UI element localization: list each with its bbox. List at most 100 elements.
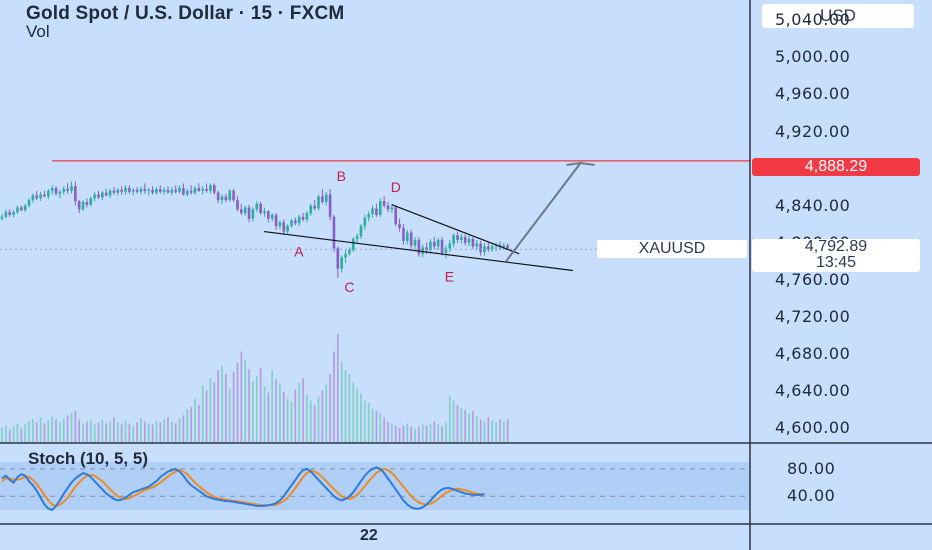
volume-bar (182, 415, 185, 442)
volume-bar (506, 419, 509, 442)
volume-bar (194, 398, 196, 442)
candle-body (456, 235, 459, 240)
volume-bar (244, 359, 246, 442)
price-axis-tick: 4,680.00 (775, 343, 851, 363)
volume-bar (12, 426, 15, 442)
volume-bar (441, 426, 443, 442)
price-axis-tick: 4,840.00 (775, 195, 851, 215)
volume-bar (294, 389, 297, 442)
volume-bar (252, 381, 254, 442)
candle-body (116, 189, 120, 193)
volume-bar (383, 417, 385, 442)
volume-bar (356, 388, 358, 442)
volume-bar (86, 421, 88, 442)
candle-body (162, 189, 166, 192)
volume-bar (329, 374, 331, 442)
candle-body (31, 195, 35, 201)
volume-bar (128, 423, 131, 442)
volume-bar (117, 422, 119, 442)
candle-body (108, 190, 112, 196)
volume-bar (364, 400, 366, 442)
volume-bar (479, 419, 482, 442)
candle-body (290, 220, 293, 227)
wave-label: A (294, 244, 304, 260)
chart-title: Gold Spot / U.S. Dollar · 15 · FXCM (26, 3, 345, 24)
candle-body (436, 239, 440, 247)
trendlines[interactable] (263, 162, 595, 272)
volume-bar (89, 420, 92, 442)
candle-body (0, 216, 4, 219)
candle-body (487, 246, 490, 250)
volume-bar (190, 407, 192, 442)
trendline[interactable] (391, 204, 520, 255)
candle-body (297, 216, 301, 224)
volume-bar (468, 413, 470, 442)
volume-bar (267, 392, 270, 442)
candle-body (494, 245, 498, 247)
volume-bar (113, 417, 115, 442)
volume-bar (248, 368, 250, 442)
candle-body (460, 237, 463, 240)
volume-bar (70, 413, 73, 442)
volume-bar (425, 425, 428, 442)
volume-bar (163, 419, 165, 442)
volume-bar (429, 423, 432, 442)
volume-bar (282, 391, 285, 442)
volume-label: Vol (26, 22, 50, 41)
candle-body (70, 186, 73, 191)
trendline[interactable] (263, 230, 573, 272)
candle-body (197, 188, 201, 191)
candle-body (267, 211, 270, 219)
volume-bar (140, 418, 142, 442)
candle-body (228, 190, 232, 201)
volume-bar (310, 400, 312, 442)
candle-body (286, 226, 289, 232)
volume-bar (93, 424, 96, 442)
stoch-k-line (1, 466, 485, 512)
wave-label: C (344, 279, 354, 295)
candle-body (104, 192, 108, 196)
candle-body (50, 188, 54, 191)
volume-bar (47, 420, 50, 442)
candle-body (409, 232, 413, 246)
volume-bar (340, 361, 343, 442)
volume-bar (472, 411, 474, 442)
volume-bar (421, 424, 424, 442)
volume-bar (186, 409, 189, 442)
candle-body (463, 237, 467, 243)
volume-bar (456, 404, 459, 442)
candle-body (124, 188, 127, 192)
price-axis-tick: 5,000.00 (775, 47, 851, 67)
candle-body (39, 194, 42, 199)
volume-bar (360, 393, 362, 442)
volume-bar (255, 376, 258, 442)
volume-bar (367, 402, 370, 442)
candle-body (328, 194, 332, 217)
candle-body (128, 188, 131, 192)
volume-bar (503, 421, 505, 442)
volume-bar (495, 422, 497, 442)
candle-body (12, 212, 15, 215)
candle-body (16, 207, 19, 213)
volume-bar (398, 427, 401, 442)
candle-body (425, 247, 428, 251)
candle-body (77, 201, 81, 210)
candle-body (66, 188, 69, 191)
candle-body (367, 213, 370, 218)
candle-body (216, 192, 220, 201)
candle-body (151, 189, 154, 193)
candle-body (382, 201, 386, 206)
candle-body (147, 189, 150, 191)
projection-arrow[interactable] (505, 162, 582, 262)
candle-body (182, 188, 185, 195)
volume-bar (263, 386, 266, 442)
currency-button[interactable]: USD (762, 4, 914, 28)
candle-body (317, 196, 320, 209)
volume-bar (120, 424, 123, 442)
volume-bar (371, 409, 374, 442)
volume-bar (1, 427, 3, 442)
last-price-value: 4,792.89 (804, 238, 868, 255)
candle-body (363, 217, 367, 227)
candle-body (213, 185, 216, 193)
